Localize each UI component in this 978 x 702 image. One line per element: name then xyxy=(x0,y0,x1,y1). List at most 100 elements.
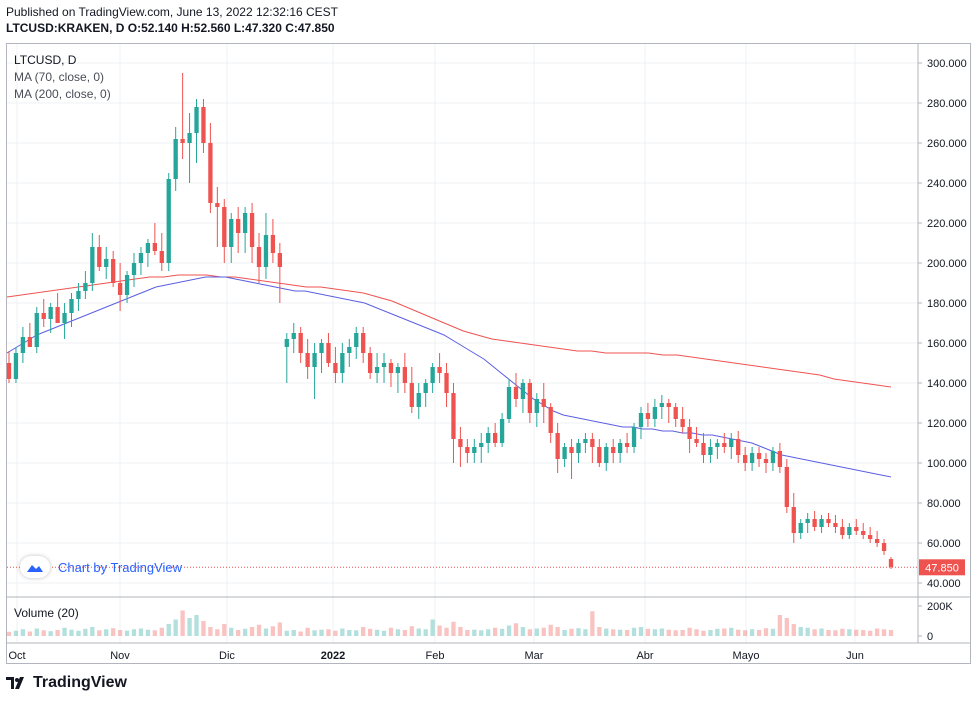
candle xyxy=(229,213,234,263)
volume-bar xyxy=(416,628,421,636)
candle xyxy=(236,207,241,253)
volume-bar xyxy=(694,629,699,636)
volume-bar xyxy=(569,628,574,636)
candle xyxy=(833,515,838,533)
volume-bar xyxy=(638,627,644,636)
volume-bar xyxy=(201,621,206,636)
volume-bar xyxy=(229,627,234,636)
volume-bar xyxy=(666,629,671,636)
candle xyxy=(27,323,32,347)
candle xyxy=(756,447,762,467)
volume-bar xyxy=(562,630,567,636)
volume-bar xyxy=(756,630,762,636)
candle xyxy=(319,339,324,373)
volume-bar xyxy=(506,625,512,636)
legend-symbol: LTCUSD, D xyxy=(14,53,77,67)
candle xyxy=(541,383,546,423)
volume-bar xyxy=(465,630,470,636)
candle xyxy=(166,173,171,271)
candle xyxy=(666,399,671,423)
candle xyxy=(55,293,60,323)
price-tick-label: 160.000 xyxy=(927,338,967,350)
time-tick-label: Oct xyxy=(8,650,25,662)
volume-tick-label: 200K xyxy=(927,601,953,613)
volume-bar xyxy=(69,629,74,636)
volume-bar xyxy=(34,628,39,636)
volume-bar xyxy=(444,627,449,636)
volume-bar xyxy=(354,630,359,636)
candle xyxy=(381,353,387,383)
volume-bar xyxy=(534,628,539,636)
volume-bar xyxy=(361,627,366,636)
candle xyxy=(805,513,810,533)
candle xyxy=(416,383,421,419)
volume-bar xyxy=(791,624,796,636)
candle xyxy=(187,113,192,183)
tradingview-watermark[interactable]: Chart by TradingView xyxy=(20,556,182,578)
candle xyxy=(402,353,408,393)
volume-bar xyxy=(242,628,248,636)
volume-bar xyxy=(645,628,651,636)
candle xyxy=(631,423,637,453)
volume-bar xyxy=(652,629,658,636)
volume-bar xyxy=(62,627,67,636)
candle xyxy=(444,363,449,407)
volume-bar xyxy=(583,629,588,636)
ma200-line xyxy=(6,274,892,388)
candle xyxy=(729,433,734,459)
candle xyxy=(611,439,616,463)
price-tick-label: 280.000 xyxy=(927,98,967,110)
volume-bar xyxy=(597,627,602,636)
candle xyxy=(173,127,178,191)
candle xyxy=(854,519,859,535)
volume-bar xyxy=(555,627,560,636)
volume-bar xyxy=(617,629,623,636)
time-tick-label: Mayo xyxy=(733,650,760,662)
candle xyxy=(777,443,783,473)
volume-bar xyxy=(256,624,262,636)
volume-bar xyxy=(117,630,123,636)
candle xyxy=(617,439,623,463)
volume-bar xyxy=(326,629,331,636)
candle xyxy=(604,443,609,471)
volume-bar xyxy=(888,630,894,636)
candle xyxy=(104,247,109,279)
candle xyxy=(527,379,533,423)
candle xyxy=(687,419,692,453)
candle xyxy=(520,379,526,413)
footer-logo[interactable]: TradingView xyxy=(6,674,127,692)
volume-bar xyxy=(833,630,838,636)
volume-bar xyxy=(499,628,505,636)
volume-bar xyxy=(527,629,533,636)
candle xyxy=(624,433,630,453)
volume-bar xyxy=(881,629,887,636)
candle xyxy=(437,353,442,383)
candle xyxy=(840,519,845,539)
volume-bar xyxy=(180,610,185,636)
candle xyxy=(847,523,852,539)
tradingview-logo-icon xyxy=(6,677,24,689)
volume-bar xyxy=(208,627,213,636)
volume-bar xyxy=(479,630,484,636)
candle xyxy=(458,427,463,467)
chart-axes: 300.000 280.000 260.000 240.000 220.000 200.0… xyxy=(7,44,970,662)
candle xyxy=(451,383,456,463)
candle xyxy=(13,347,19,383)
volume-tick-label: 0 xyxy=(927,631,933,643)
volume-bar xyxy=(104,629,109,636)
candle xyxy=(583,433,588,453)
volume-bar xyxy=(76,630,81,636)
volume-bar xyxy=(277,622,283,636)
candle xyxy=(708,439,713,463)
candle xyxy=(333,347,338,383)
price-tick-label: 220.000 xyxy=(927,218,967,230)
price-tick-label: 140.000 xyxy=(927,378,967,390)
chart-frame[interactable] xyxy=(6,43,971,664)
candle xyxy=(34,307,39,353)
volume-bar xyxy=(41,630,46,636)
time-tick-label: Feb xyxy=(426,650,445,662)
candle xyxy=(83,271,88,299)
candle xyxy=(652,399,658,427)
candle xyxy=(499,413,505,447)
